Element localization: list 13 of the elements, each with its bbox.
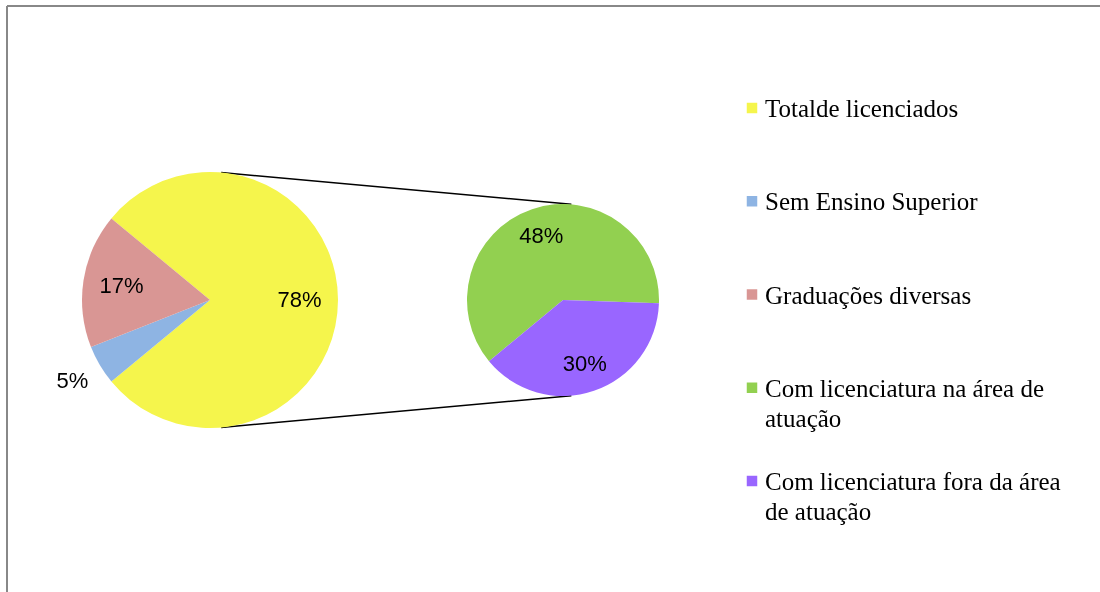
legend-label: Com licenciatura na área de atuação: [765, 374, 1045, 432]
legend-label: Com licenciatura fora da área de atuação: [765, 468, 1061, 525]
legend-label: Totalde licenciados: [765, 95, 959, 122]
pie-slice: [82, 218, 210, 348]
legend-label: Graduações diversas: [765, 281, 972, 309]
pie-slice: [489, 300, 659, 396]
legend-label: Sem Ensino Superior: [765, 188, 979, 216]
data-label: 30%: [562, 350, 607, 376]
data-label: 78%: [277, 287, 322, 312]
pie-slice: [90, 300, 210, 382]
data-label: 17%: [99, 272, 144, 298]
data-label: 48%: [519, 223, 564, 249]
data-label: 5%: [56, 368, 89, 394]
